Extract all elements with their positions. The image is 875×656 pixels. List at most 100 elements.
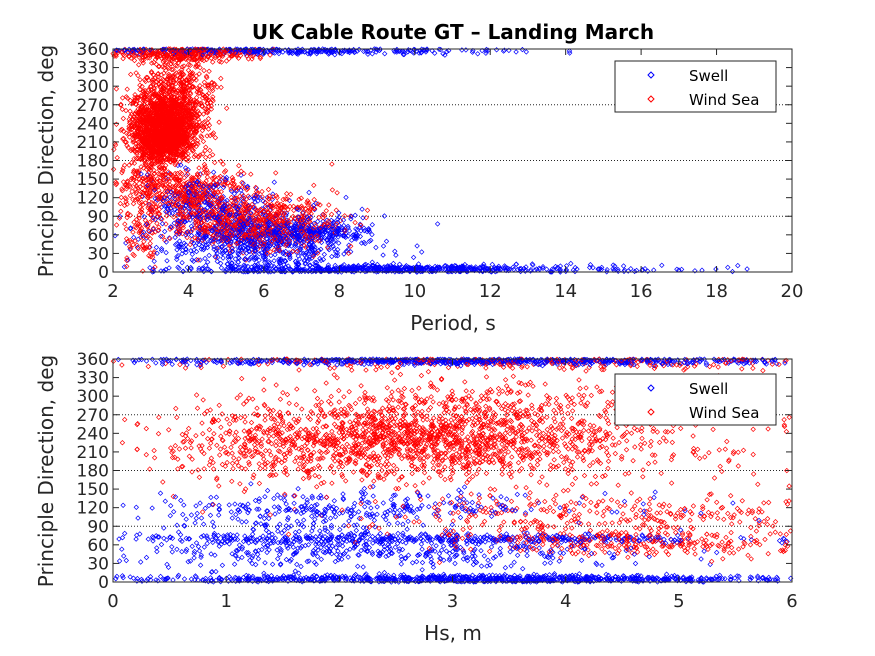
point-wind-sea [113,86,120,92]
point-wind-sea [122,139,128,145]
point-wind-sea [126,162,132,168]
point-swell [468,264,474,270]
point-swell [359,206,365,212]
point-wind-sea [177,159,183,165]
point-wind-sea [210,87,216,94]
point-swell [153,244,160,251]
point-wind-sea [196,153,202,159]
point-wind-sea [198,134,205,140]
point-wind-sea [170,157,176,164]
point-swell [444,49,450,55]
point-wind-sea [136,54,142,60]
point-swell [361,225,367,231]
point-swell [240,195,247,201]
point-swell [628,266,634,272]
point-wind-sea [132,224,138,230]
point-swell [543,266,550,272]
point-swell [735,262,741,269]
point-wind-sea [241,170,247,177]
point-swell [659,262,665,268]
point-wind-sea [159,172,165,178]
point-swell [493,47,500,53]
point-wind-sea [135,72,141,79]
point-swell [271,263,277,270]
point-swell [343,194,349,201]
point-swell [223,247,229,254]
point-swell [179,260,185,266]
point-wind-sea [257,55,263,62]
point-wind-sea [140,268,146,274]
point-wind-sea [138,177,145,184]
point-swell [181,240,187,246]
point-swell [335,234,341,240]
point-swell [290,268,297,275]
point-wind-sea [214,84,220,90]
chart-title: UK Cable Route GT – Landing March [252,20,654,44]
point-wind-sea [326,202,332,208]
point-swell [513,49,519,55]
point-wind-sea [203,154,209,161]
point-swell [414,243,420,249]
point-wind-sea [133,191,139,197]
point-swell [236,255,242,261]
point-wind-sea [136,62,142,68]
point-swell [587,262,594,268]
point-wind-sea [200,170,206,176]
point-swell [382,51,388,57]
point-swell [305,48,311,54]
point-wind-sea [329,187,336,193]
point-swell [353,226,359,232]
point-swell [442,52,448,58]
point-swell [240,180,246,186]
point-wind-sea [210,152,216,158]
point-swell [202,255,208,262]
point-wind-sea [133,70,139,76]
point-wind-sea [128,71,134,78]
point-swell [163,249,169,256]
point-wind-sea [180,225,186,231]
point-wind-sea [284,191,290,197]
point-swell [369,231,375,238]
point-wind-sea [147,236,153,242]
point-wind-sea [307,216,313,222]
point-wind-sea [110,166,117,172]
point-wind-sea [138,225,145,231]
point-swell [336,240,342,246]
point-wind-sea [204,174,211,180]
subplot-period: 2 4 6 8 10 12 14 16 18 20030609012015018021024027… [34,40,803,335]
point-wind-sea [137,204,143,211]
point-swell [446,47,452,54]
point-swell [380,252,386,258]
point-wind-sea [205,82,212,88]
point-wind-sea [311,182,317,188]
point-wind-sea [130,139,136,145]
point-swell [392,248,398,254]
point-swell [257,241,264,247]
point-swell [549,269,555,275]
point-wind-sea [211,81,217,87]
point-swell [568,260,574,267]
point-wind-sea [210,59,216,65]
point-wind-sea [192,152,199,158]
point-wind-sea [212,135,219,141]
point-wind-sea [118,208,124,214]
point-swell [235,254,242,261]
point-wind-sea [202,106,208,112]
point-swell [713,266,719,272]
point-swell [210,169,217,175]
point-wind-sea [191,154,197,160]
point-swell [311,206,318,213]
point-wind-sea [201,161,208,168]
point-wind-sea [273,170,279,176]
point-swell [309,255,315,261]
point-wind-sea [160,180,166,187]
point-wind-sea [113,222,120,228]
point-swell [729,268,736,275]
point-swell [419,249,425,255]
point-swell [112,233,118,239]
point-wind-sea [128,129,135,135]
point-wind-sea [121,162,128,168]
point-swell [395,48,402,54]
point-wind-sea [205,100,211,107]
